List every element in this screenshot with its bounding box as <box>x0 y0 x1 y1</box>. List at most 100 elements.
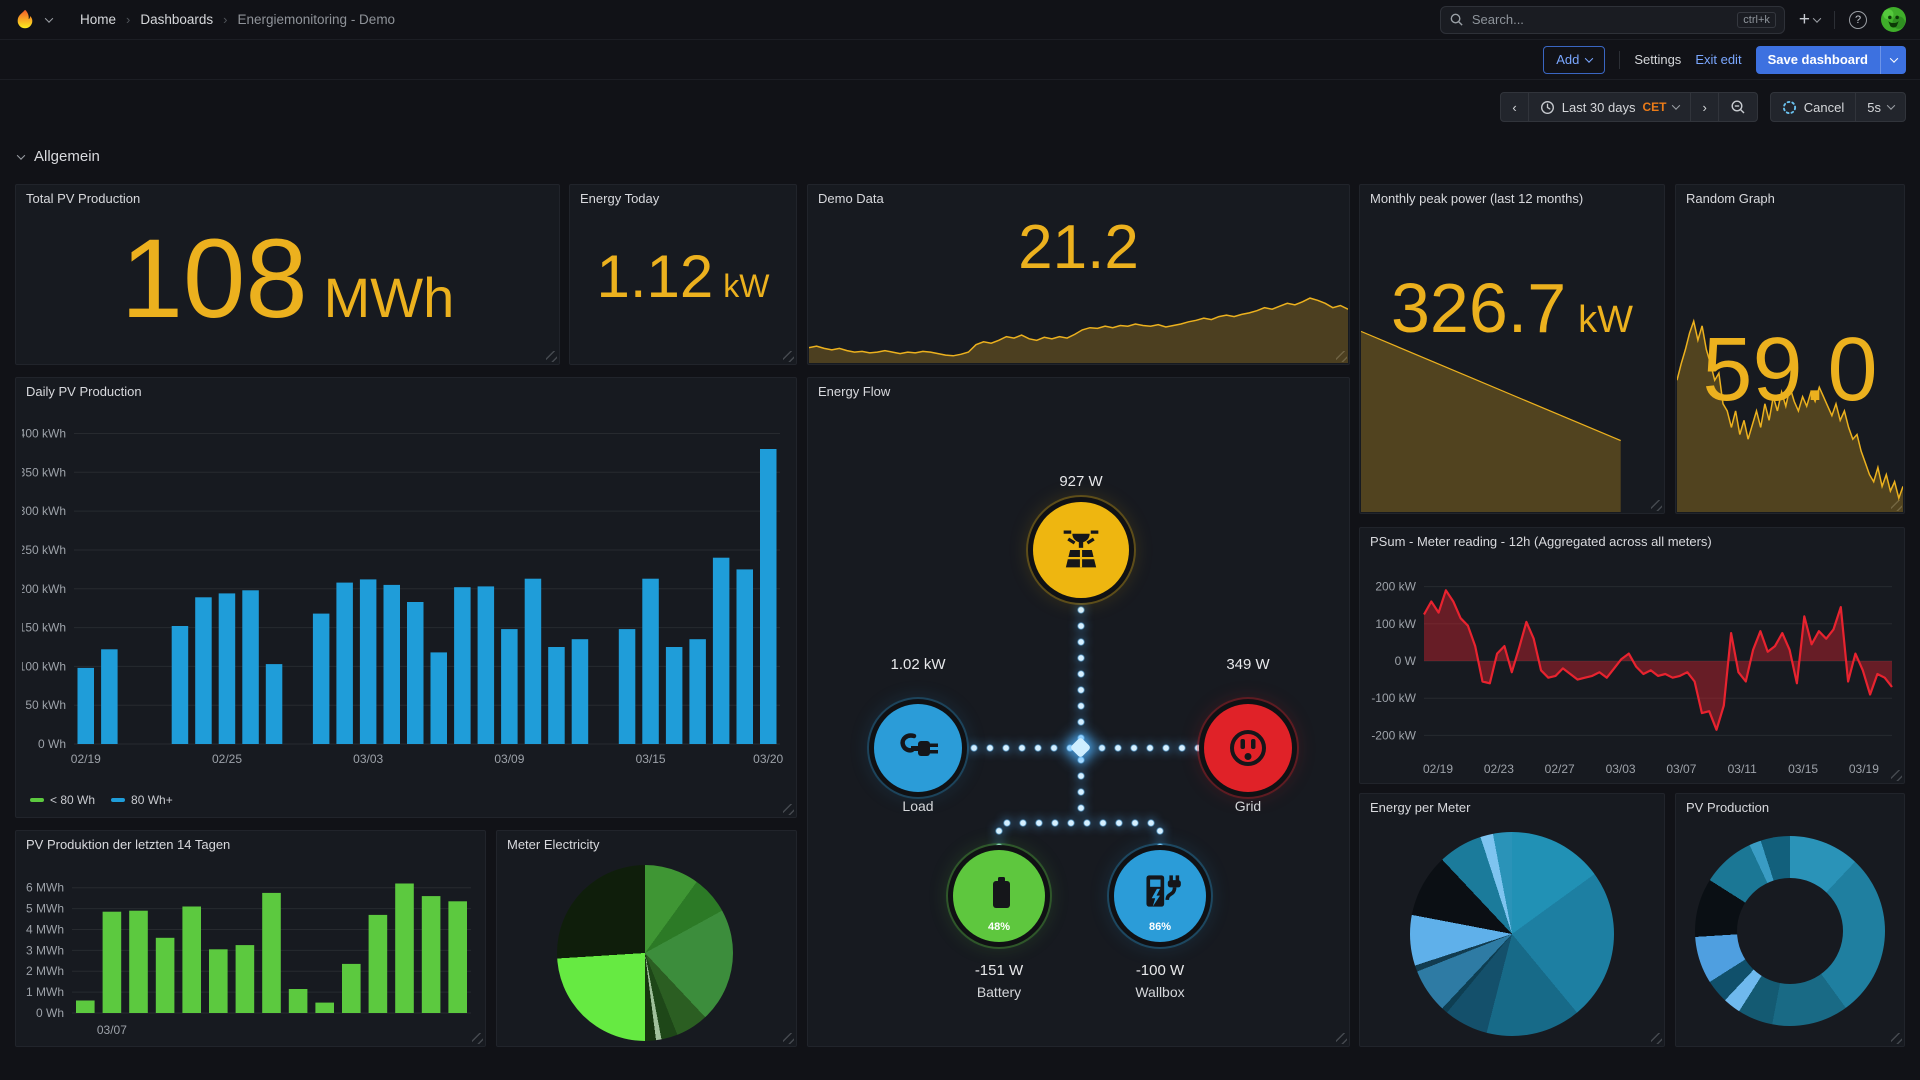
monthly-peak-sparkline <box>1360 260 1663 512</box>
exit-edit-button[interactable]: Exit edit <box>1695 52 1742 67</box>
panel-resize-handle[interactable] <box>1891 1033 1902 1044</box>
panel-title[interactable]: PV Produktion der letzten 14 Tagen <box>26 837 231 852</box>
stat-monthly-peak-value: 326.7 kW <box>1390 269 1634 347</box>
flow-line-pv <box>1077 602 1085 744</box>
pv-production-donut-chart <box>1695 836 1885 1026</box>
flow-grid-label: Grid <box>1234 798 1262 814</box>
power-outlet-icon <box>1230 730 1266 766</box>
svg-text:3 MWh: 3 MWh <box>26 943 64 957</box>
panel-title[interactable]: Energy Flow <box>818 384 891 399</box>
svg-text:100 kW: 100 kW <box>1375 617 1416 631</box>
panel-resize-handle[interactable] <box>1336 1033 1347 1044</box>
panel-energy-today: Energy Today 1.12 kW <box>569 184 797 365</box>
time-shift-back-button[interactable]: ‹ <box>1500 92 1529 122</box>
legend-item-lt80[interactable]: < 80 Wh <box>30 793 95 807</box>
panel-resize-handle[interactable] <box>1651 1033 1662 1044</box>
refresh-cancel-button[interactable]: Cancel <box>1769 92 1857 122</box>
breadcrumb-dashboards[interactable]: Dashboards <box>140 12 214 27</box>
stat-energy-today-value: 1.12 kW <box>596 243 770 310</box>
panel-title[interactable]: Daily PV Production <box>26 384 142 399</box>
zoom-out-icon <box>1731 100 1745 114</box>
panel-title[interactable]: Energy per Meter <box>1370 800 1471 815</box>
svg-text:2 MWh: 2 MWh <box>26 964 64 978</box>
panel-title[interactable]: Energy Today <box>580 191 660 206</box>
panel-resize-handle[interactable] <box>1651 500 1662 511</box>
panel-resize-handle[interactable] <box>472 1033 483 1044</box>
flow-load-value: 1.02 kW <box>890 656 946 673</box>
flow-line-battery-wallbox <box>999 819 1160 827</box>
grafana-logo[interactable] <box>14 9 36 31</box>
flow-wallbox-node[interactable]: 86% <box>1114 850 1206 942</box>
panel-resize-handle[interactable] <box>546 351 557 362</box>
svg-text:-200 kW: -200 kW <box>1371 728 1416 742</box>
panel-title[interactable]: Meter Electricity <box>507 837 600 852</box>
panel-pv-produktion-14-tage: PV Produktion der letzten 14 Tagen 6 MWh… <box>15 830 486 1047</box>
panel-resize-handle[interactable] <box>1891 500 1902 511</box>
donut-hole <box>1736 877 1844 985</box>
search-input[interactable]: Search... ctrl+k <box>1439 5 1785 34</box>
panel-resize-handle[interactable] <box>1891 770 1902 781</box>
flow-load-node[interactable] <box>874 704 962 792</box>
panel-title[interactable]: Total PV Production <box>26 191 141 206</box>
panel-demo-data: Demo Data 21.2 <box>807 184 1350 365</box>
flow-grid-node[interactable] <box>1204 704 1292 792</box>
row-header-allgemein[interactable]: Allgemein <box>16 148 100 165</box>
svg-text:03/07: 03/07 <box>97 1023 127 1037</box>
timezone-label: CET <box>1642 100 1667 114</box>
svg-text:02/25: 02/25 <box>212 752 242 766</box>
panel-resize-handle[interactable] <box>783 1033 794 1044</box>
breadcrumb-current-dashboard: Energiemonitoring - Demo <box>237 12 396 27</box>
panel-title[interactable]: Random Graph <box>1686 191 1775 206</box>
panel-resize-handle[interactable] <box>783 804 794 815</box>
panel-resize-handle[interactable] <box>1336 351 1347 362</box>
panel-title[interactable]: PV Production <box>1686 800 1770 815</box>
flow-wallbox-label: Wallbox <box>1135 984 1185 1000</box>
panel-title[interactable]: PSum - Meter reading - 12h (Aggregated a… <box>1370 534 1712 549</box>
add-new-button[interactable]: + <box>1799 10 1822 29</box>
user-avatar[interactable] <box>1881 7 1906 32</box>
org-switcher-chevron-icon[interactable] <box>44 13 54 23</box>
panel-title[interactable]: Monthly peak power (last 12 months) <box>1370 191 1584 206</box>
panel-energy-per-meter: Energy per Meter <box>1359 793 1665 1047</box>
panel-title[interactable]: Demo Data <box>818 191 884 206</box>
clock-icon <box>1540 100 1554 114</box>
legend-item-80plus[interactable]: 80 Wh+ <box>111 793 173 807</box>
svg-text:0 Wh: 0 Wh <box>38 737 66 751</box>
svg-text:03/03: 03/03 <box>1606 762 1636 776</box>
flow-pv-node[interactable] <box>1033 502 1129 598</box>
row-title: Allgemein <box>34 148 100 165</box>
svg-text:1 MWh: 1 MWh <box>26 985 64 999</box>
svg-text:250 kWh: 250 kWh <box>22 543 66 557</box>
settings-button[interactable]: Settings <box>1634 52 1682 67</box>
svg-text:-100 kW: -100 kW <box>1371 691 1416 705</box>
time-shift-forward-button[interactable]: › <box>1690 92 1719 122</box>
svg-text:03/09: 03/09 <box>494 752 524 766</box>
svg-text:03/03: 03/03 <box>353 752 383 766</box>
avatar-image <box>1881 7 1906 32</box>
zoom-out-time-button[interactable] <box>1717 92 1758 122</box>
flow-center-node <box>1069 736 1092 759</box>
psum-line-chart: 200 kW 100 kW 0 W -100 kW -200 kW 02/19 02/23 0… <box>1364 558 1902 780</box>
svg-text:50 kWh: 50 kWh <box>25 698 66 712</box>
search-shortcut-badge: ctrl+k <box>1737 11 1776 28</box>
add-panel-button[interactable]: Add <box>1543 45 1606 74</box>
panel-resize-handle[interactable] <box>783 351 794 362</box>
svg-text:02/19: 02/19 <box>71 752 101 766</box>
breadcrumb-home[interactable]: Home <box>80 12 117 27</box>
flow-pv-value: 927 W <box>1059 473 1103 490</box>
svg-text:03/07: 03/07 <box>1666 762 1696 776</box>
grafana-logo-icon <box>17 9 33 28</box>
save-dashboard-dropdown[interactable] <box>1880 45 1906 74</box>
meter-electricity-pie-chart <box>557 865 733 1041</box>
refresh-interval-dropdown[interactable]: 5s <box>1855 92 1906 122</box>
panel-total-pv-production: Total PV Production 108 MWh <box>15 184 560 365</box>
panel-monthly-peak-power: Monthly peak power (last 12 months) 326.… <box>1359 184 1665 514</box>
flow-load-label: Load <box>902 798 934 814</box>
time-range-picker[interactable]: Last 30 days CET <box>1527 92 1692 122</box>
svg-text:6 MWh: 6 MWh <box>26 881 64 895</box>
save-dashboard-button[interactable]: Save dashboard <box>1755 45 1906 74</box>
help-button[interactable]: ? <box>1849 10 1867 29</box>
svg-text:0 Wh: 0 Wh <box>36 1006 64 1020</box>
battery-icon <box>993 877 1010 908</box>
flow-battery-node[interactable]: 48% <box>953 850 1045 942</box>
